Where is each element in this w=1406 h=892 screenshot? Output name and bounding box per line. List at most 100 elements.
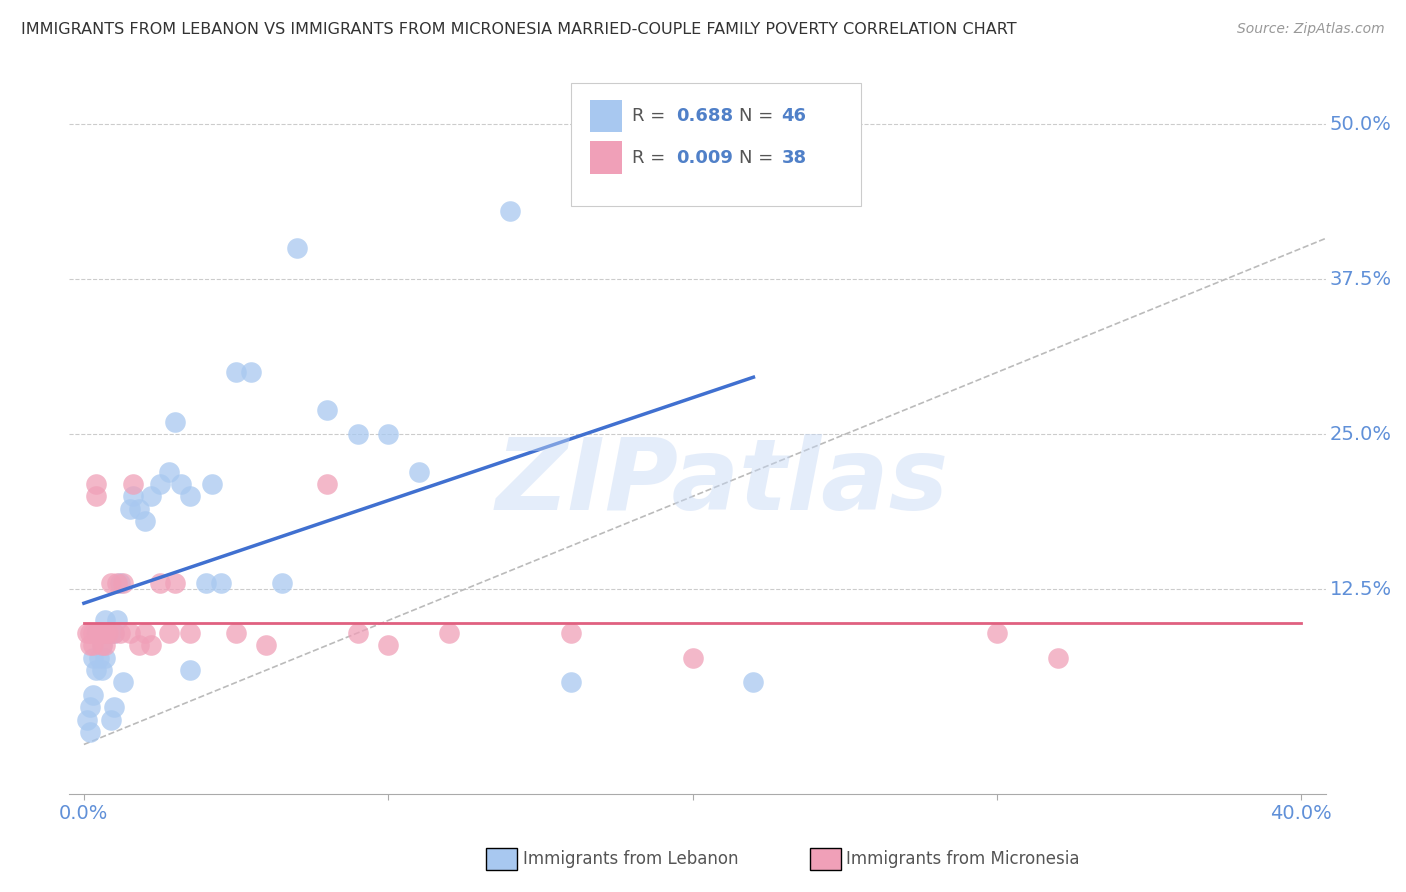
Point [82,688,104,702]
Point [103,625,125,640]
Point [110,576,132,591]
Point [165,576,187,591]
Point [377,638,399,652]
Point [560,675,582,690]
Point [134,514,156,528]
Point [118,501,141,516]
Point [97,625,120,640]
Point [346,625,368,640]
Point [986,625,1008,640]
Point [84,625,107,640]
Point [377,427,399,442]
Point [97,625,120,640]
Point [437,625,460,640]
Point [560,625,582,640]
Text: 0.009: 0.009 [676,149,733,167]
Point [94,614,117,628]
Point [112,675,135,690]
Text: R =: R = [631,149,665,167]
Point [91,663,114,677]
Point [225,365,247,379]
FancyBboxPatch shape [591,141,621,174]
Point [94,650,117,665]
Point [128,501,150,516]
Text: N =: N = [738,107,773,125]
Point [179,625,201,640]
Point [157,465,180,479]
Point [82,625,104,640]
Point [346,427,368,442]
Point [201,477,224,491]
Point [103,700,125,714]
Text: N =: N = [738,149,773,167]
Point [100,713,122,727]
Point [209,576,232,591]
Text: ZIPatlas: ZIPatlas [496,434,949,531]
Point [270,576,292,591]
Point [139,490,162,504]
Point [121,477,143,491]
Point [76,625,98,640]
Point [499,204,522,219]
Text: 12.5%: 12.5% [1330,580,1392,599]
Point [179,490,201,504]
Point [105,576,128,591]
Point [170,477,193,491]
Text: IMMIGRANTS FROM LEBANON VS IMMIGRANTS FROM MICRONESIA MARRIED-COUPLE FAMILY POVE: IMMIGRANTS FROM LEBANON VS IMMIGRANTS FR… [21,22,1017,37]
Point [100,576,122,591]
Point [84,663,107,677]
Point [79,700,101,714]
FancyBboxPatch shape [591,100,621,132]
Point [105,614,128,628]
Point [121,490,143,504]
Point [134,625,156,640]
Text: Source: ZipAtlas.com: Source: ZipAtlas.com [1237,22,1385,37]
Text: 38: 38 [782,149,807,167]
Point [79,638,101,652]
Point [91,625,114,640]
Point [1046,650,1069,665]
Text: 37.5%: 37.5% [1330,270,1392,289]
Point [87,625,110,640]
Point [128,638,150,652]
Point [84,490,107,504]
Point [316,477,339,491]
FancyBboxPatch shape [571,83,860,206]
Point [87,650,110,665]
Point [225,625,247,640]
Point [240,365,263,379]
Point [103,625,125,640]
Point [112,576,135,591]
Point [742,675,765,690]
Text: Immigrants from Micronesia: Immigrants from Micronesia [846,850,1080,868]
Point [118,625,141,640]
Point [84,477,107,491]
Point [87,625,110,640]
Point [100,625,122,640]
Point [87,625,110,640]
Point [408,465,430,479]
Point [76,713,98,727]
Text: Immigrants from Lebanon: Immigrants from Lebanon [523,850,738,868]
Point [91,638,114,652]
Point [110,625,132,640]
Point [256,638,278,652]
Point [82,638,104,652]
Text: 25.0%: 25.0% [1330,425,1392,444]
Text: 46: 46 [782,107,807,125]
Point [79,725,101,739]
Point [194,576,217,591]
Point [82,650,104,665]
Text: 50.0%: 50.0% [1330,115,1392,134]
Point [94,638,117,652]
Point [285,241,308,255]
Point [165,415,187,429]
Point [139,638,162,652]
Point [316,402,339,417]
Text: R =: R = [631,107,665,125]
Point [682,650,704,665]
Point [179,663,201,677]
Point [149,576,172,591]
Text: 0.688: 0.688 [676,107,733,125]
Point [91,638,114,652]
